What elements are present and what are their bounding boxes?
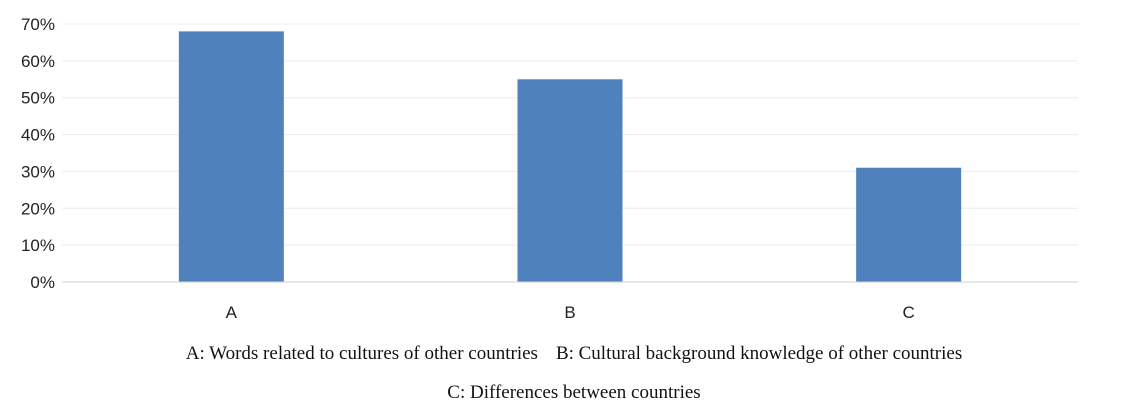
- y-tick-label: 10%: [21, 236, 55, 255]
- category-notes-row-1: A: Words related to cultures of other co…: [0, 343, 1148, 365]
- y-tick-label: 60%: [21, 52, 55, 71]
- y-tick-label: 40%: [21, 126, 55, 145]
- note-b: B: Cultural background knowledge of othe…: [555, 343, 963, 364]
- x-tick-label: C: [903, 303, 915, 322]
- note-a: A: Words related to cultures of other co…: [185, 343, 538, 364]
- x-tick-label: B: [564, 303, 575, 322]
- y-tick-label: 20%: [21, 199, 55, 218]
- bar-b: [517, 79, 623, 283]
- y-tick-label: 0%: [30, 273, 55, 292]
- note-c: C: Differences between countries: [447, 382, 701, 403]
- y-tick-label: 30%: [21, 162, 55, 181]
- axes: 0% 10% 20% 30% 40% 50% 60% 70% A B C: [21, 15, 1078, 322]
- category-notes-row-2: C: Differences between countries: [0, 382, 1148, 404]
- y-tick-label: 70%: [21, 15, 55, 34]
- bar-c: [856, 167, 962, 282]
- y-tick-label: 50%: [21, 89, 55, 108]
- bar-a: [178, 31, 284, 282]
- x-tick-label: A: [226, 303, 238, 322]
- bars: [178, 31, 962, 283]
